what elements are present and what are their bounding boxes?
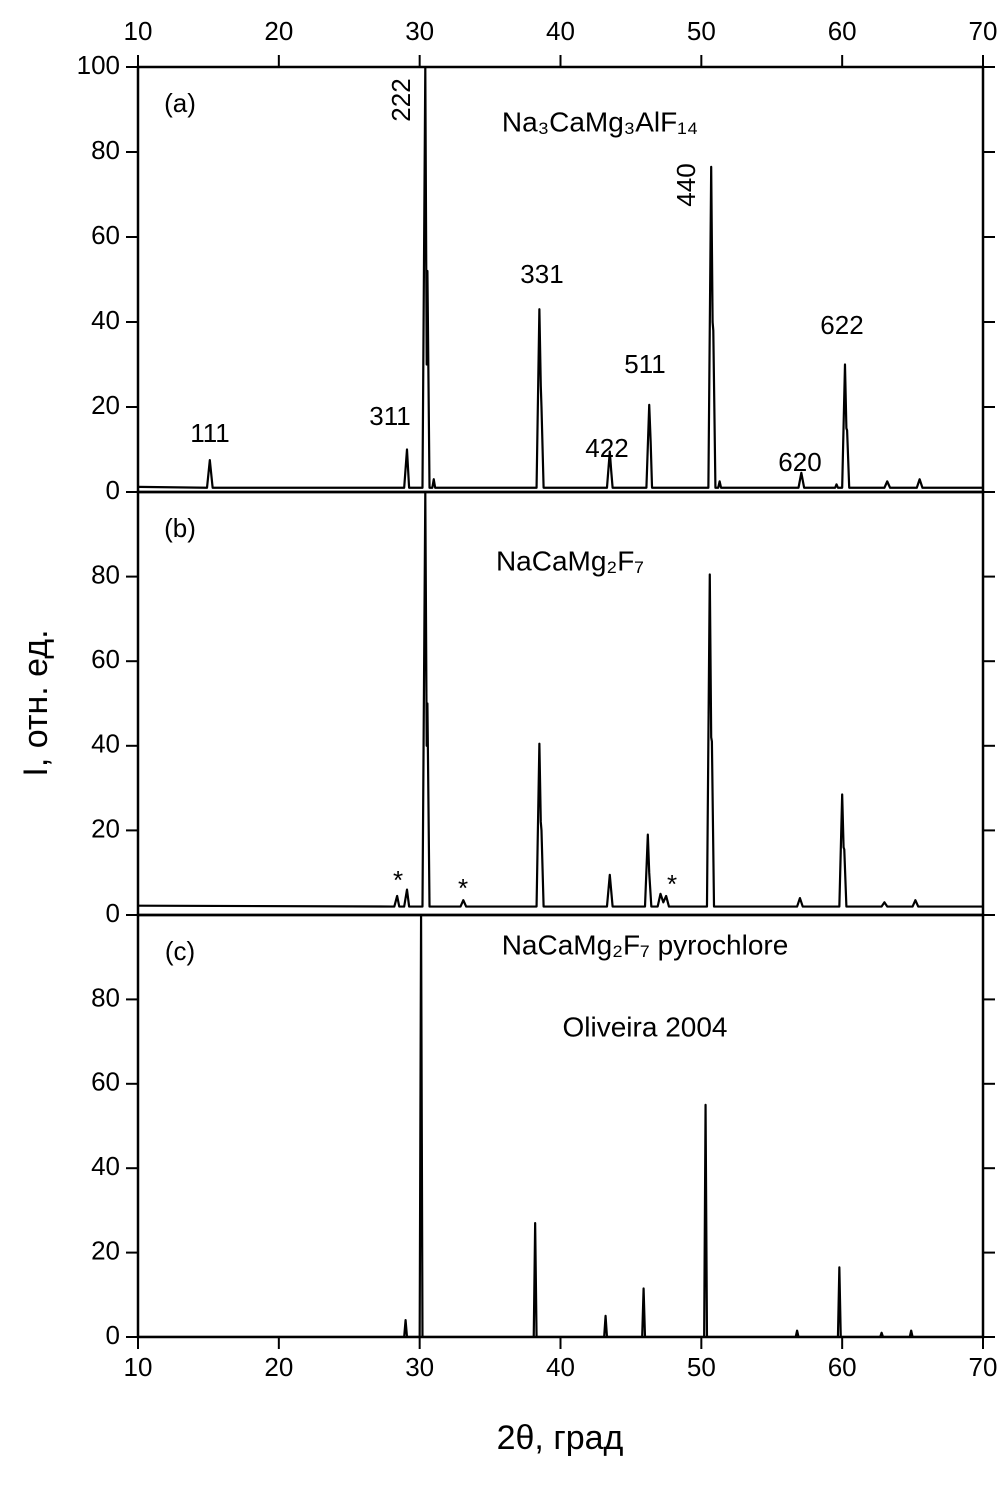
y-tick-label: 20	[91, 813, 120, 843]
annotation: 440	[671, 163, 701, 206]
annotation: 111	[190, 418, 230, 448]
formula: NaCaMg₂F₇	[496, 545, 644, 576]
x-axis-label: 2θ, град	[497, 1419, 624, 1457]
y-tick-label: 100	[77, 50, 120, 80]
y-tick-label: 0	[106, 898, 120, 928]
x-tick-label: 40	[546, 1352, 575, 1382]
annotation: *	[667, 869, 677, 899]
annotation: Oliveira 2004	[563, 1011, 728, 1042]
annotation: NaCaMg₂F₇ pyrochlore	[502, 929, 789, 960]
x-tick-label: 50	[687, 1352, 716, 1382]
annotation: 331	[520, 259, 563, 289]
x-tick-label-top: 20	[264, 16, 293, 46]
panel-frame	[136, 913, 985, 1339]
annotation: *	[458, 873, 468, 903]
panel-label: (a)	[164, 88, 196, 118]
x-tick-label-top: 40	[546, 16, 575, 46]
pattern-line	[138, 67, 983, 489]
y-tick-label: 20	[91, 390, 120, 420]
x-tick-label: 70	[969, 1352, 998, 1382]
x-tick-label: 20	[264, 1352, 293, 1382]
y-tick-label: 20	[91, 1235, 120, 1265]
annotation: 620	[778, 447, 821, 477]
annotation: *	[393, 865, 403, 895]
panel-label: (c)	[165, 936, 195, 966]
y-tick-label: 40	[91, 729, 120, 759]
y-tick-label: 60	[91, 1067, 120, 1097]
y-tick-label: 0	[106, 475, 120, 505]
y-tick-label: 40	[91, 305, 120, 335]
y-tick-label: 60	[91, 220, 120, 250]
y-tick-label: 60	[91, 644, 120, 674]
panel-label: (b)	[164, 513, 196, 543]
y-axis-label: I, отн. ед.	[17, 629, 55, 776]
pattern-line	[138, 915, 983, 1337]
formula: Na₃CaMg₃AlF₁₄	[502, 106, 698, 137]
annotation: 311	[369, 401, 410, 431]
y-tick-label: 80	[91, 982, 120, 1012]
y-tick-label: 0	[106, 1320, 120, 1350]
annotation: 222	[386, 78, 416, 121]
x-tick-label-top: 60	[828, 16, 857, 46]
pattern-line	[138, 492, 983, 908]
x-tick-label: 30	[405, 1352, 434, 1382]
y-tick-label: 40	[91, 1151, 120, 1181]
x-tick-label-top: 30	[405, 16, 434, 46]
annotation: 511	[624, 349, 665, 379]
x-tick-label-top: 70	[969, 16, 998, 46]
y-tick-label: 80	[91, 135, 120, 165]
x-tick-label: 10	[124, 1352, 153, 1382]
x-tick-label-top: 10	[124, 16, 153, 46]
x-tick-label-top: 50	[687, 16, 716, 46]
x-tick-label: 60	[828, 1352, 857, 1382]
annotation: 622	[820, 310, 863, 340]
y-tick-label: 80	[91, 559, 120, 589]
annotation: 422	[585, 433, 628, 463]
